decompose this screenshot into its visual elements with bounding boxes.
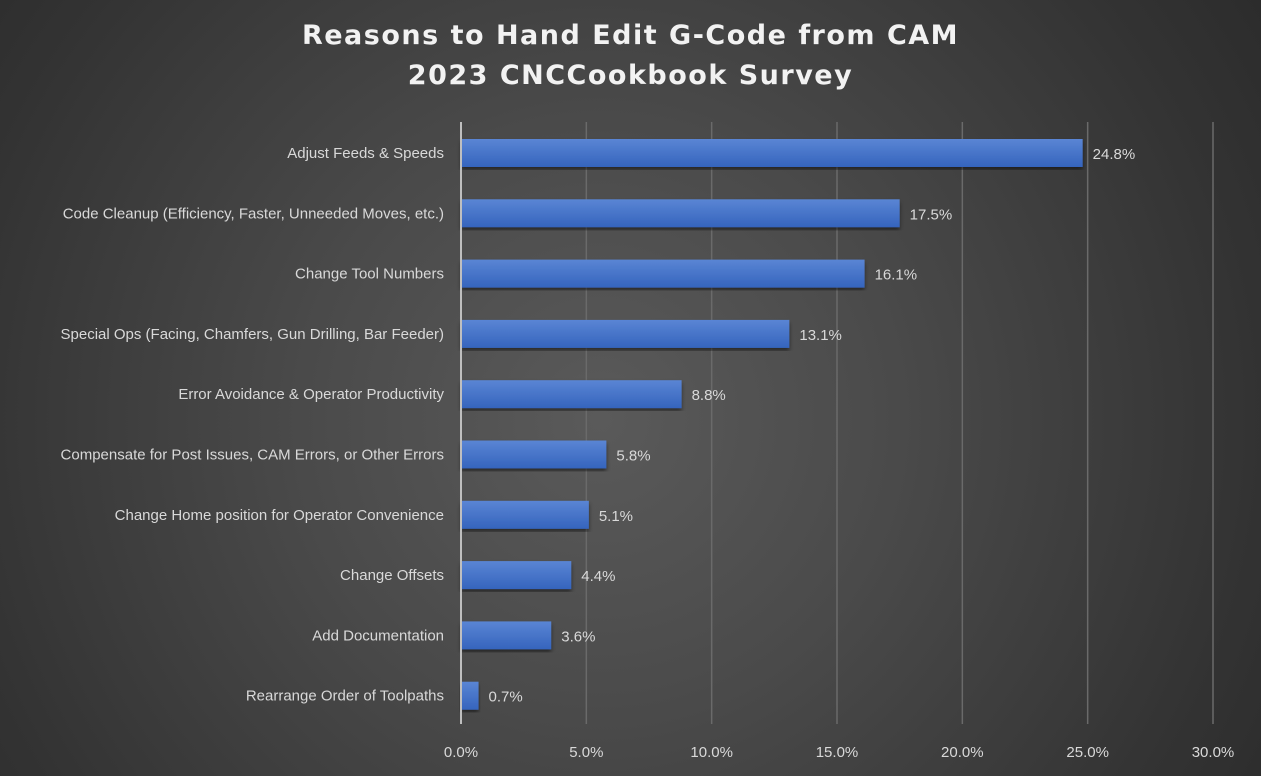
- category-label: Rearrange Order of Toolpaths: [246, 688, 444, 705]
- chart-title: Reasons to Hand Edit G-Code from CAM: [301, 20, 960, 51]
- x-tick-label: 30.0%: [1192, 744, 1235, 761]
- data-label: 5.8%: [616, 448, 650, 465]
- bar: [461, 380, 682, 409]
- x-tick-label: 25.0%: [1066, 744, 1109, 761]
- data-label: 3.6%: [561, 628, 595, 645]
- category-label: Change Offsets: [340, 567, 444, 584]
- category-label: Change Home position for Operator Conven…: [115, 507, 444, 524]
- data-label: 16.1%: [875, 267, 918, 284]
- category-label: Compensate for Post Issues, CAM Errors, …: [61, 447, 444, 464]
- bar: [461, 500, 589, 529]
- category-label: Adjust Feeds & Speeds: [287, 145, 444, 162]
- bar: [461, 681, 479, 710]
- data-label: 4.4%: [581, 568, 615, 585]
- category-label: Error Avoidance & Operator Productivity: [178, 386, 444, 403]
- chart-subtitle: 2023 CNCCookbook Survey: [407, 60, 854, 91]
- bar: [461, 440, 607, 469]
- data-label: 0.7%: [489, 689, 523, 706]
- data-label: 5.1%: [599, 508, 633, 525]
- category-label: Add Documentation: [312, 627, 444, 644]
- data-label: 24.8%: [1093, 146, 1136, 163]
- x-tick-label: 5.0%: [569, 744, 603, 761]
- data-label: 17.5%: [910, 206, 953, 223]
- data-label: 8.8%: [692, 387, 726, 404]
- x-tick-label: 10.0%: [690, 744, 733, 761]
- bar: [461, 199, 900, 228]
- bar: [461, 139, 1083, 167]
- bar: [461, 561, 572, 590]
- category-label: Change Tool Numbers: [295, 266, 444, 283]
- data-label: 13.1%: [799, 327, 842, 344]
- bar: [461, 621, 552, 650]
- bar: [461, 259, 865, 288]
- bar: [461, 319, 790, 348]
- x-tick-label: 20.0%: [941, 744, 984, 761]
- category-label: Code Cleanup (Efficiency, Faster, Unneed…: [63, 205, 444, 222]
- x-tick-label: 0.0%: [444, 744, 478, 761]
- x-tick-label: 15.0%: [816, 744, 859, 761]
- category-label: Special Ops (Facing, Chamfers, Gun Drill…: [61, 326, 444, 343]
